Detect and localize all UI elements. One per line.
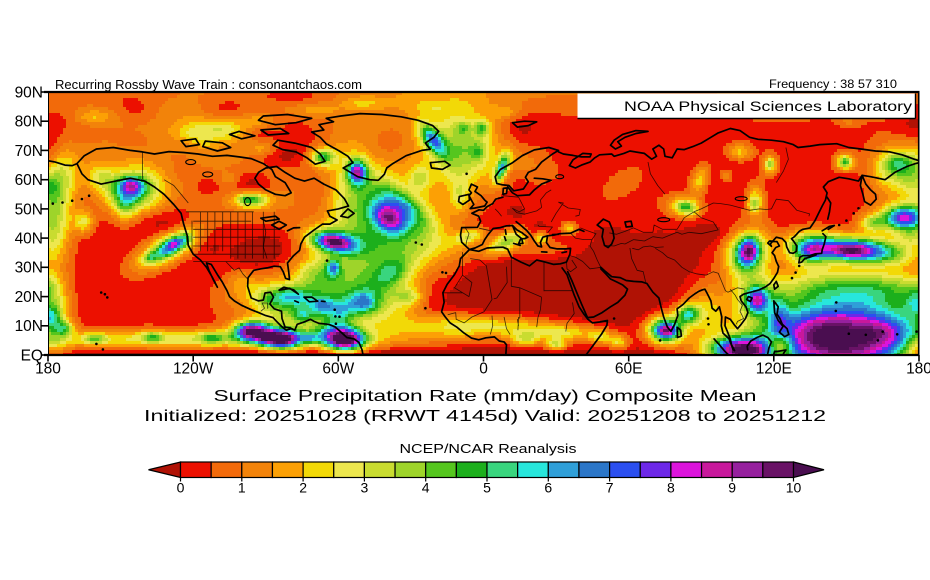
svg-text:Recurring Rossby Wave Train :: Recurring Rossby Wave Train : consonantc… [55,78,362,92]
svg-text:10: 10 [786,480,802,496]
svg-text:7: 7 [606,480,614,496]
svg-text:Initialized: 20251028 (RRWT 41: Initialized: 20251028 (RRWT 4145d) Valid… [144,408,826,425]
svg-text:30N: 30N [15,260,43,277]
svg-text:3: 3 [361,480,369,496]
svg-text:EQ: EQ [21,347,43,364]
svg-text:8: 8 [667,480,675,496]
svg-text:120W: 120W [173,361,214,378]
svg-text:0: 0 [479,361,488,378]
svg-text:120E: 120E [756,361,792,378]
svg-text:180: 180 [906,361,930,378]
svg-text:10N: 10N [15,318,43,335]
svg-text:2: 2 [299,480,307,496]
svg-text:80N: 80N [15,114,43,131]
svg-text:9: 9 [728,480,736,496]
svg-text:60E: 60E [615,361,643,378]
svg-text:NCEP/NCAR Reanalysis: NCEP/NCAR Reanalysis [400,441,578,456]
svg-text:180: 180 [35,361,61,378]
svg-text:70N: 70N [15,143,43,160]
svg-text:60N: 60N [15,172,43,189]
svg-text:90N: 90N [15,84,43,101]
svg-text:5: 5 [483,480,491,496]
svg-text:6: 6 [544,480,552,496]
svg-text:40N: 40N [15,231,43,248]
svg-text:50N: 50N [15,201,43,218]
svg-text:NOAA Physical Sciences Laborat: NOAA Physical Sciences Laboratory [624,99,912,114]
svg-text:0: 0 [177,480,185,496]
svg-text:4: 4 [422,480,430,496]
svg-text:60W: 60W [322,361,354,378]
svg-text:20N: 20N [15,289,43,306]
svg-text:Frequency : 38 57 310: Frequency : 38 57 310 [769,77,897,91]
svg-text:Surface Precipitation Rate (mm: Surface Precipitation Rate (mm/day) Comp… [214,388,757,405]
svg-text:1: 1 [238,480,246,496]
